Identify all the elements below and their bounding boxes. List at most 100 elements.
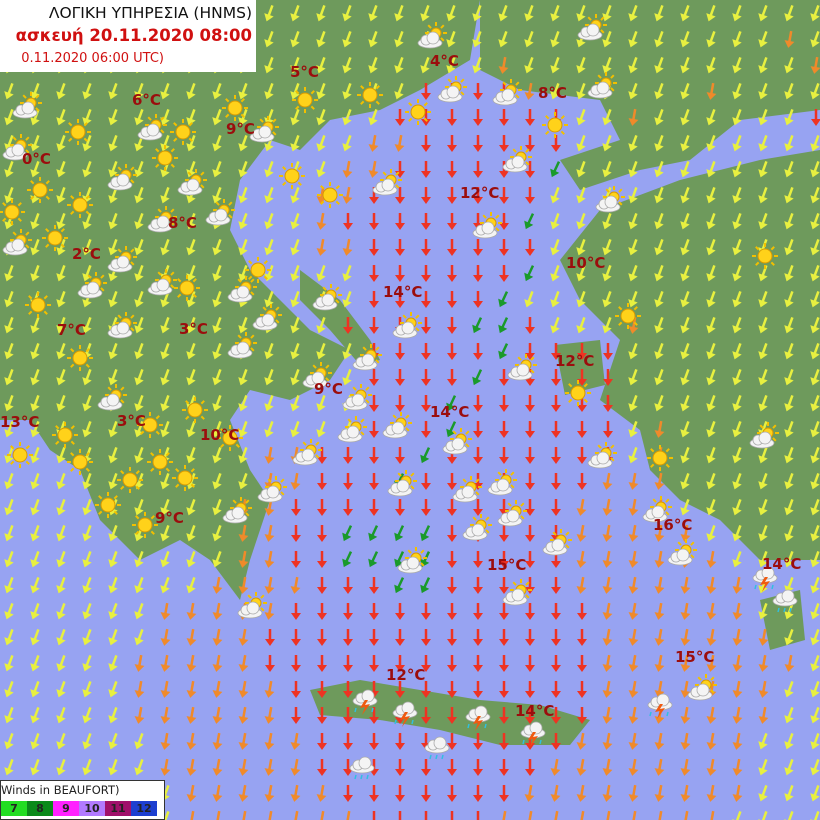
wind-arrow [525,317,535,334]
wind-arrow [680,394,690,412]
wind-arrow [499,525,509,542]
wind-arrow [56,758,66,776]
wind-arrow [189,810,195,820]
wind-arrow [680,446,690,464]
wind-arrow [784,810,794,820]
wind-arrow [758,784,768,802]
wind-arrow [212,602,223,620]
wind-arrow [680,342,690,360]
wind-arrow [134,680,145,698]
wind-arrow [498,4,508,22]
wind-arrow [30,602,40,620]
wind-arrow [525,759,535,776]
partly-cloudy-icon [587,72,617,99]
wind-arrow [186,524,196,542]
wind-arrow [784,30,795,48]
temperature-label: 2°C [72,245,101,263]
agency-title: ΛΟΓΙΚΗ ΥΠΗΡΕΣΙΑ (HNMS) [48,4,252,22]
temperature-label: 10°C [200,426,240,444]
wind-arrow [290,134,300,152]
wind-arrow [30,368,40,386]
wind-arrow [628,134,638,152]
wind-arrow [30,134,40,152]
wind-arrow [654,212,664,230]
wind-arrow [654,628,665,646]
wind-arrow [446,421,457,438]
wind-arrow [108,654,118,672]
wind-arrow [82,628,92,646]
wind-arrow [732,706,743,724]
valid-time: ασκευή 20.11.2020 08:00 [15,26,252,45]
wind-arrow [732,368,742,386]
partly-cloudy-icon [257,476,287,503]
wind-arrow [421,161,431,178]
wind-arrow [342,290,352,308]
wind-arrow [784,212,794,230]
wind-arrow [525,187,535,204]
wind-arrow [160,758,171,776]
partly-cloudy-icon [337,416,367,443]
wind-arrow [264,4,274,22]
wind-arrow [602,108,612,126]
wind-arrow [499,629,509,646]
wind-arrow [473,499,483,516]
wind-arrow [343,785,353,802]
wind-arrow [30,680,40,698]
wind-arrow [108,680,118,698]
wind-arrow [680,680,691,698]
wind-arrow [784,524,794,542]
wind-arrow [290,56,300,74]
wind-arrow [758,368,768,386]
wind-arrow [421,369,431,386]
wind-arrow [238,628,249,646]
wind-arrow [654,264,664,282]
wind-arrow [784,732,794,750]
wind-arrow [706,316,716,334]
partly-cloudy-icon [502,146,532,173]
wind-arrow [291,707,301,724]
wind-arrow [576,134,586,152]
legend-title: Winds in BEAUFORT) [1,783,120,797]
wind-arrow [82,758,92,776]
sun-icon [217,425,243,451]
temperature-label: 14°C [430,403,470,421]
wind-arrow [186,212,196,230]
wind-arrow [680,4,690,22]
wind-arrow [30,420,40,438]
wind-arrow [82,316,92,334]
wind-arrow [238,368,248,386]
wind-arrow [758,446,768,464]
wind-arrow [576,784,587,802]
wind-arrow [784,758,794,776]
temperature-label: 7°C [57,321,86,339]
wind-arrow [680,316,690,334]
wind-arrow [421,421,431,438]
wind-arrow [186,576,196,594]
temperature-label: 9°C [155,509,184,527]
wind-arrow [499,655,509,672]
wind-arrow [732,342,742,360]
wind-arrow [160,654,171,672]
wind-arrow [602,758,613,776]
wind-arrow [498,343,509,360]
wind-arrow [30,82,40,100]
wind-arrow [56,472,66,490]
wind-arrow [212,368,222,386]
wind-arrow [758,602,768,620]
wind-arrow [212,498,222,516]
wind-arrow [680,160,690,178]
wind-arrow [343,733,353,750]
wind-arrow [784,550,794,568]
wind-arrow [447,603,457,620]
wind-arrow [316,394,326,412]
wind-arrow [160,550,170,568]
wind-arrow [525,603,535,620]
wind-arrow [4,368,14,386]
wind-arrow [82,420,92,438]
wind-arrow [810,82,820,100]
wind-arrow [576,238,586,256]
wind-arrow [342,551,353,568]
wind-arrow [108,524,118,542]
wind-arrow [30,758,40,776]
